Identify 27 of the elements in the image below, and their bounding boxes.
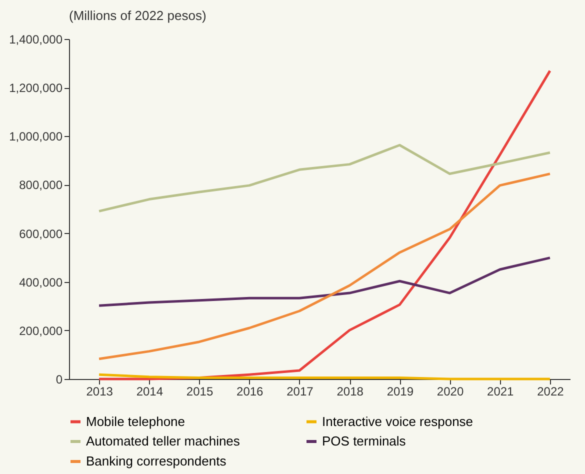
y-tick-label: 200,000 — [19, 324, 63, 338]
line-series — [98, 256, 552, 307]
chart-subtitle: (Millions of 2022 pesos) — [69, 8, 206, 23]
x-tick-label: 2013 — [86, 384, 114, 398]
x-tick-label: 2015 — [186, 384, 214, 398]
legend-label: Automated teller machines — [86, 434, 240, 448]
y-tick-label: 1,400,000 — [9, 32, 63, 46]
line-series — [98, 144, 552, 212]
y-tick-label: 0 — [56, 372, 63, 386]
legend-label: Banking correspondents — [86, 454, 227, 468]
legend-label: Interactive voice response — [322, 414, 474, 429]
legend-label: Mobile telephone — [86, 414, 186, 429]
x-tick-label: 2017 — [286, 384, 314, 398]
x-tick-label: 2020 — [436, 384, 464, 398]
x-tick-label: 2019 — [386, 384, 414, 398]
legend-label: POS terminals — [322, 434, 406, 448]
x-tick-label: 2022 — [537, 384, 564, 398]
x-tick-label: 2016 — [236, 384, 264, 398]
y-tick-label: 800,000 — [19, 178, 63, 192]
y-tick-label: 600,000 — [19, 226, 63, 241]
x-tick-label: 2014 — [136, 384, 164, 398]
x-tick-label: 2018 — [336, 384, 364, 398]
y-tick-label: 1,000,000 — [9, 130, 63, 144]
y-tick-label: 400,000 — [19, 275, 63, 290]
y-tick-label: 1,200,000 — [9, 81, 63, 96]
x-tick-label: 2021 — [487, 384, 514, 398]
line-series — [98, 172, 552, 360]
